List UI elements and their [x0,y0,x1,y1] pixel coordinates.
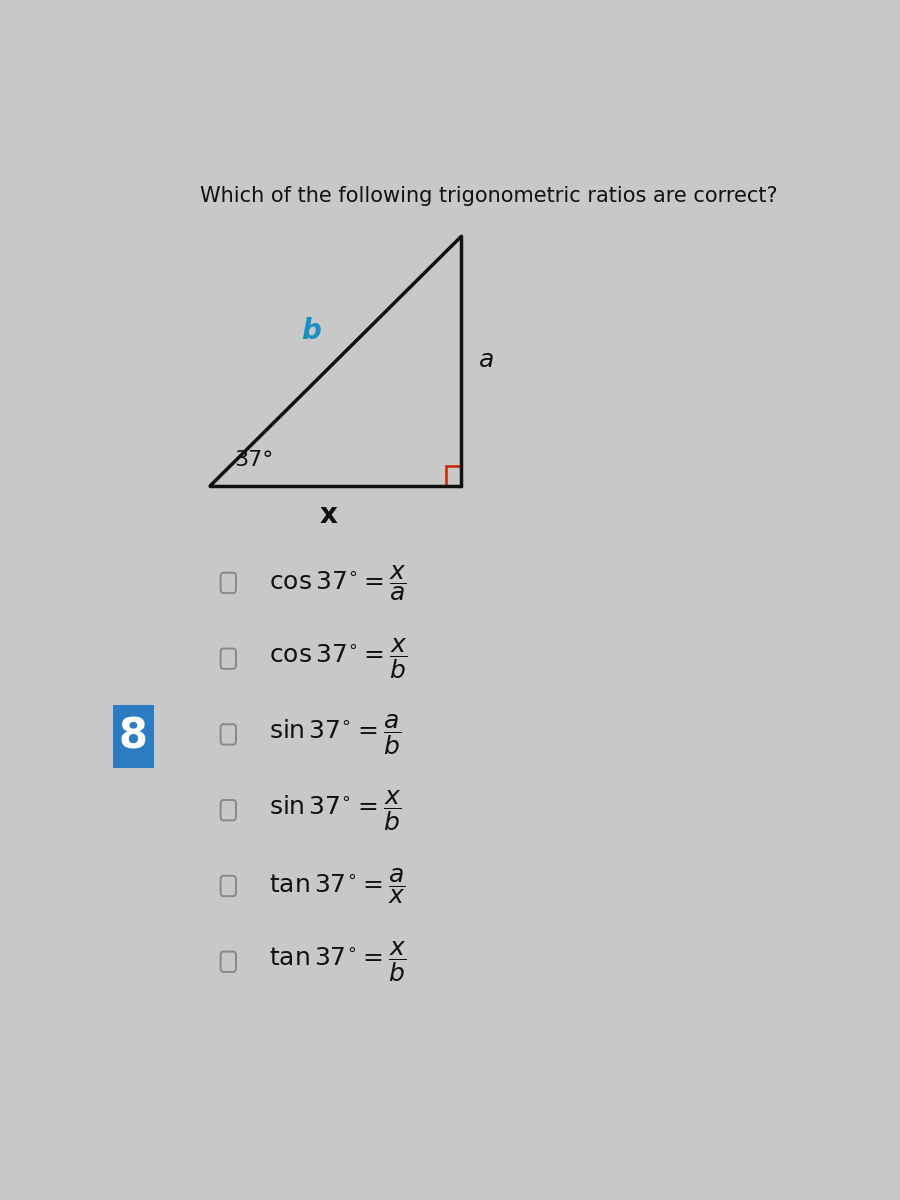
Text: 37°: 37° [235,450,274,470]
Text: $\tan 37^{\circ} = \dfrac{x}{b}$: $\tan 37^{\circ} = \dfrac{x}{b}$ [269,940,407,984]
Text: Which of the following trigonometric ratios are correct?: Which of the following trigonometric rat… [201,186,778,205]
Text: $\sin 37^{\circ} = \dfrac{a}{b}$: $\sin 37^{\circ} = \dfrac{a}{b}$ [269,712,401,757]
Text: $\sin 37^{\circ} = \dfrac{x}{b}$: $\sin 37^{\circ} = \dfrac{x}{b}$ [269,787,401,833]
Text: b: b [302,317,321,344]
Text: 8: 8 [119,715,148,757]
Text: a: a [479,348,494,372]
Bar [446,466,461,486]
Text: x: x [320,500,338,529]
Text: $\cos 37^{\circ} = \dfrac{x}{b}$: $\cos 37^{\circ} = \dfrac{x}{b}$ [269,636,408,682]
Text: $\cos 37^{\circ} = \dfrac{x}{a}$: $\cos 37^{\circ} = \dfrac{x}{a}$ [269,563,408,602]
Text: $\tan 37^{\circ} = \dfrac{a}{x}$: $\tan 37^{\circ} = \dfrac{a}{x}$ [269,866,406,906]
Bar [112,704,155,768]
